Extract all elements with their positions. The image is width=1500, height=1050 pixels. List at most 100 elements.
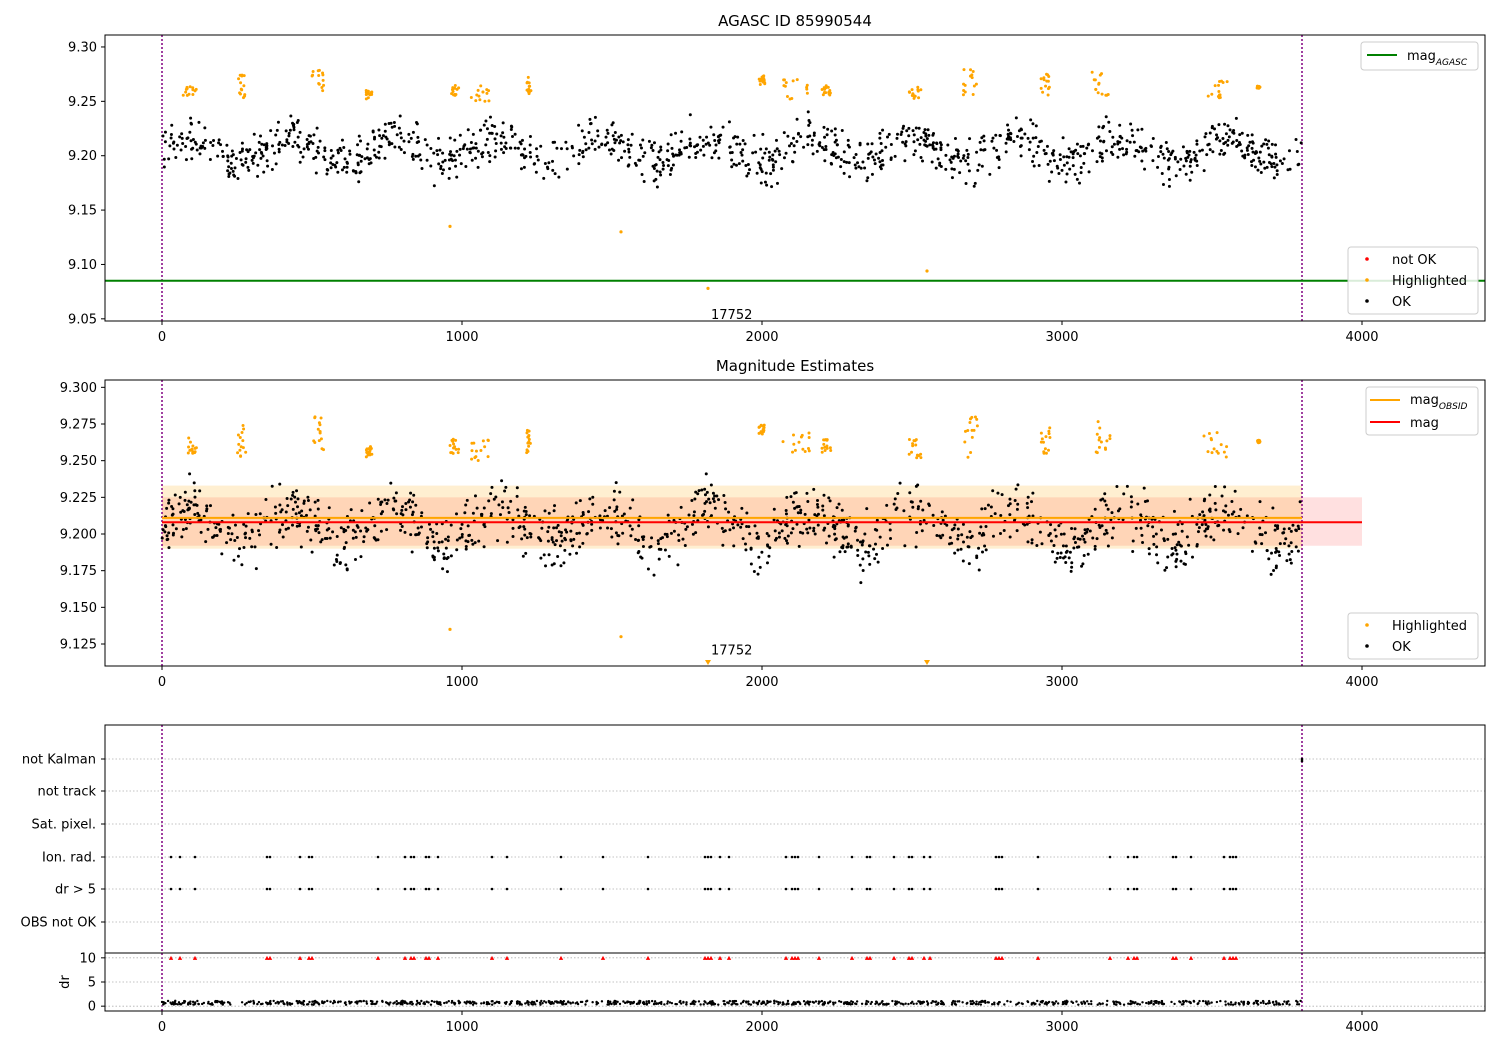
- dr-point: [1152, 1003, 1155, 1006]
- data-point-ok: [1257, 156, 1261, 160]
- dr-point: [450, 999, 454, 1003]
- data-point-ok: [590, 528, 594, 532]
- dr-point: [1229, 1003, 1233, 1006]
- data-point-highlighted: [969, 450, 973, 454]
- data-point-ok: [578, 545, 582, 549]
- data-point-ok: [977, 546, 981, 550]
- data-point-ok: [546, 530, 550, 534]
- data-point-ok: [553, 504, 557, 508]
- data-point-ok: [976, 168, 980, 172]
- x-tick-label: 4000: [1345, 675, 1378, 690]
- data-point-ok: [755, 171, 759, 175]
- data-point-ok: [782, 156, 786, 160]
- flag-point-ion-rad: [559, 855, 563, 859]
- dr-point: [678, 1000, 681, 1004]
- dr-tick-label: 0: [88, 1000, 96, 1015]
- dr-point: [608, 1002, 612, 1005]
- dr-point: [764, 1003, 767, 1006]
- flag-point-dr-gt-5: [1222, 887, 1226, 891]
- dr-point: [281, 1000, 285, 1003]
- data-point-highlighted: [320, 86, 324, 90]
- data-point-ok: [652, 573, 656, 577]
- data-point-highlighted: [757, 425, 761, 429]
- data-point-ok: [376, 497, 380, 501]
- flag-point-dr-gt-5: [709, 887, 713, 891]
- panel-3-frame: [104, 724, 1486, 1012]
- dr-point: [986, 1001, 989, 1004]
- data-point-ok: [1253, 540, 1257, 544]
- dr-point: [885, 1003, 888, 1006]
- data-point-ok: [1174, 548, 1178, 552]
- dr-point: [1089, 1000, 1093, 1003]
- data-point-ok: [411, 510, 415, 514]
- data-point-highlighted: [1090, 70, 1094, 74]
- data-point-ok: [446, 539, 450, 543]
- data-point-ok: [1104, 503, 1108, 507]
- dr-point: [739, 1002, 743, 1005]
- data-point-ok: [238, 151, 242, 155]
- data-point-highlighted: [1217, 89, 1221, 93]
- data-point-ok: [447, 176, 451, 180]
- data-point-ok: [353, 530, 357, 534]
- data-point-highlighted: [823, 87, 827, 91]
- data-point-highlighted: [1047, 85, 1051, 89]
- data-point-ok: [1056, 166, 1060, 170]
- dr-point: [814, 1000, 818, 1003]
- data-point-ok: [786, 134, 790, 138]
- data-point-ok: [939, 148, 943, 152]
- data-point-ok: [972, 184, 976, 188]
- data-point-ok: [245, 148, 249, 152]
- dr-exceed-marker: [1035, 955, 1041, 960]
- data-point-highlighted: [828, 91, 832, 95]
- data-point-ok: [666, 142, 670, 146]
- data-point-highlighted: [1099, 440, 1103, 444]
- data-point-ok: [214, 526, 218, 530]
- data-point-ok: [1270, 165, 1274, 169]
- data-point-ok: [519, 142, 523, 146]
- dr-point: [1242, 1001, 1246, 1005]
- data-point-highlighted: [911, 93, 915, 97]
- data-point-ok: [1175, 543, 1179, 547]
- flag-point-ion-rad: [298, 855, 302, 859]
- data-point-ok: [877, 156, 881, 160]
- data-point-ok: [359, 139, 363, 143]
- data-point-ok: [399, 131, 403, 135]
- data-point-ok: [297, 511, 301, 515]
- dr-point: [1299, 999, 1302, 1003]
- data-point-highlighted: [759, 430, 763, 434]
- data-point-ok: [277, 530, 281, 534]
- data-point-ok: [464, 503, 468, 507]
- data-point-ok: [568, 552, 572, 556]
- dr-point: [703, 1000, 706, 1003]
- dr-point: [1231, 1003, 1235, 1006]
- data-point-ok: [694, 531, 698, 535]
- data-point-ok: [647, 139, 651, 143]
- data-point-ok: [919, 136, 923, 140]
- flag-row-label: not Kalman: [22, 753, 96, 768]
- data-point-highlighted: [1104, 447, 1108, 451]
- data-point-highlighted: [1047, 432, 1051, 436]
- data-point-ok: [1058, 157, 1062, 161]
- data-point-ok: [342, 165, 346, 169]
- data-point-ok: [887, 132, 891, 136]
- data-point-ok: [182, 509, 186, 513]
- data-point-ok: [621, 140, 625, 144]
- dr-exceed-marker: [423, 955, 429, 960]
- data-point-ok: [431, 535, 435, 539]
- dr-point: [637, 1001, 640, 1004]
- x-tick-label: 4000: [1345, 330, 1378, 345]
- data-point-ok: [397, 145, 401, 149]
- data-point-ok: [1258, 500, 1262, 504]
- data-point-ok: [652, 141, 656, 145]
- data-point-ok: [953, 551, 957, 555]
- data-point-ok: [383, 129, 387, 133]
- data-point-highlighted: [782, 78, 786, 82]
- data-point-ok: [258, 512, 262, 516]
- data-point-ok: [1125, 484, 1129, 488]
- data-point-ok: [535, 147, 539, 151]
- data-point-ok: [656, 542, 660, 546]
- data-point-ok: [409, 136, 413, 140]
- data-point-ok: [349, 508, 353, 512]
- data-point-ok: [956, 548, 960, 552]
